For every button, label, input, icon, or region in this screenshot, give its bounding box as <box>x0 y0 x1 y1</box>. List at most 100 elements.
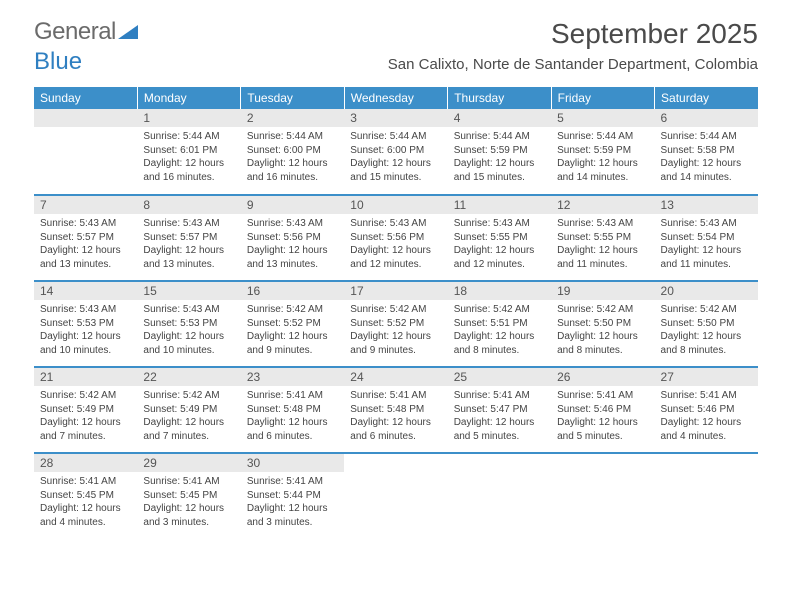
calendar-day-cell <box>344 453 447 539</box>
day-number: 26 <box>551 368 654 386</box>
title-block: September 2025 San Calixto, Norte de San… <box>388 18 758 73</box>
sunset-text: Sunset: 6:00 PM <box>350 144 441 158</box>
day-number: 7 <box>34 196 137 214</box>
weekday-header: Saturday <box>655 87 758 109</box>
calendar-day-cell: 15Sunrise: 5:43 AMSunset: 5:53 PMDayligh… <box>137 281 240 367</box>
day-details: Sunrise: 5:44 AMSunset: 6:00 PMDaylight:… <box>241 127 344 188</box>
day-details: Sunrise: 5:42 AMSunset: 5:51 PMDaylight:… <box>448 300 551 361</box>
calendar-header-row: SundayMondayTuesdayWednesdayThursdayFrid… <box>34 87 758 109</box>
day-number: 13 <box>655 196 758 214</box>
calendar-body: 1Sunrise: 5:44 AMSunset: 6:01 PMDaylight… <box>34 109 758 539</box>
sunrise-text: Sunrise: 5:41 AM <box>350 389 441 403</box>
day-number: 24 <box>344 368 447 386</box>
daylight-text: Daylight: 12 hours and 15 minutes. <box>454 157 545 184</box>
weekday-header: Sunday <box>34 87 137 109</box>
weekday-header: Friday <box>551 87 654 109</box>
day-details: Sunrise: 5:43 AMSunset: 5:55 PMDaylight:… <box>551 214 654 275</box>
calendar-day-cell: 17Sunrise: 5:42 AMSunset: 5:52 PMDayligh… <box>344 281 447 367</box>
calendar-week-row: 21Sunrise: 5:42 AMSunset: 5:49 PMDayligh… <box>34 367 758 453</box>
day-details: Sunrise: 5:44 AMSunset: 5:59 PMDaylight:… <box>551 127 654 188</box>
sunrise-text: Sunrise: 5:43 AM <box>40 303 131 317</box>
day-number: 3 <box>344 109 447 127</box>
sunrise-text: Sunrise: 5:44 AM <box>247 130 338 144</box>
sunset-text: Sunset: 5:56 PM <box>247 231 338 245</box>
calendar-day-cell <box>551 453 654 539</box>
sunrise-text: Sunrise: 5:42 AM <box>247 303 338 317</box>
page-header: General September 2025 San Calixto, Nort… <box>0 0 792 77</box>
calendar-day-cell: 29Sunrise: 5:41 AMSunset: 5:45 PMDayligh… <box>137 453 240 539</box>
sunset-text: Sunset: 5:45 PM <box>143 489 234 503</box>
sunset-text: Sunset: 5:57 PM <box>40 231 131 245</box>
day-number <box>34 109 137 127</box>
sunset-text: Sunset: 5:58 PM <box>661 144 752 158</box>
sunrise-text: Sunrise: 5:41 AM <box>143 475 234 489</box>
day-number: 17 <box>344 282 447 300</box>
day-details: Sunrise: 5:44 AMSunset: 6:00 PMDaylight:… <box>344 127 447 188</box>
sunset-text: Sunset: 5:53 PM <box>143 317 234 331</box>
day-details: Sunrise: 5:43 AMSunset: 5:57 PMDaylight:… <box>34 214 137 275</box>
brand-part2: Blue <box>34 48 82 76</box>
sunrise-text: Sunrise: 5:44 AM <box>557 130 648 144</box>
calendar-day-cell: 30Sunrise: 5:41 AMSunset: 5:44 PMDayligh… <box>241 453 344 539</box>
day-number: 2 <box>241 109 344 127</box>
day-number: 6 <box>655 109 758 127</box>
calendar-day-cell: 13Sunrise: 5:43 AMSunset: 5:54 PMDayligh… <box>655 195 758 281</box>
sunrise-text: Sunrise: 5:43 AM <box>350 217 441 231</box>
day-details: Sunrise: 5:43 AMSunset: 5:53 PMDaylight:… <box>34 300 137 361</box>
sunrise-text: Sunrise: 5:44 AM <box>454 130 545 144</box>
daylight-text: Daylight: 12 hours and 12 minutes. <box>454 244 545 271</box>
day-details: Sunrise: 5:42 AMSunset: 5:50 PMDaylight:… <box>655 300 758 361</box>
sunrise-text: Sunrise: 5:43 AM <box>247 217 338 231</box>
calendar-day-cell: 19Sunrise: 5:42 AMSunset: 5:50 PMDayligh… <box>551 281 654 367</box>
day-details: Sunrise: 5:43 AMSunset: 5:55 PMDaylight:… <box>448 214 551 275</box>
day-number: 11 <box>448 196 551 214</box>
sunset-text: Sunset: 5:49 PM <box>40 403 131 417</box>
daylight-text: Daylight: 12 hours and 13 minutes. <box>40 244 131 271</box>
calendar-day-cell: 14Sunrise: 5:43 AMSunset: 5:53 PMDayligh… <box>34 281 137 367</box>
day-number: 14 <box>34 282 137 300</box>
sunrise-text: Sunrise: 5:42 AM <box>557 303 648 317</box>
daylight-text: Daylight: 12 hours and 8 minutes. <box>661 330 752 357</box>
day-number: 15 <box>137 282 240 300</box>
sunrise-text: Sunrise: 5:43 AM <box>143 303 234 317</box>
calendar-week-row: 7Sunrise: 5:43 AMSunset: 5:57 PMDaylight… <box>34 195 758 281</box>
daylight-text: Daylight: 12 hours and 5 minutes. <box>454 416 545 443</box>
sunrise-text: Sunrise: 5:43 AM <box>557 217 648 231</box>
sunrise-text: Sunrise: 5:41 AM <box>247 475 338 489</box>
sunrise-text: Sunrise: 5:42 AM <box>40 389 131 403</box>
daylight-text: Daylight: 12 hours and 14 minutes. <box>661 157 752 184</box>
sunset-text: Sunset: 5:52 PM <box>350 317 441 331</box>
daylight-text: Daylight: 12 hours and 14 minutes. <box>557 157 648 184</box>
calendar-day-cell: 28Sunrise: 5:41 AMSunset: 5:45 PMDayligh… <box>34 453 137 539</box>
brand-logo: General <box>34 18 138 46</box>
daylight-text: Daylight: 12 hours and 6 minutes. <box>247 416 338 443</box>
sunset-text: Sunset: 5:52 PM <box>247 317 338 331</box>
day-number: 4 <box>448 109 551 127</box>
calendar-week-row: 14Sunrise: 5:43 AMSunset: 5:53 PMDayligh… <box>34 281 758 367</box>
day-details: Sunrise: 5:41 AMSunset: 5:48 PMDaylight:… <box>241 386 344 447</box>
day-details: Sunrise: 5:42 AMSunset: 5:49 PMDaylight:… <box>34 386 137 447</box>
day-details: Sunrise: 5:43 AMSunset: 5:56 PMDaylight:… <box>241 214 344 275</box>
calendar-week-row: 1Sunrise: 5:44 AMSunset: 6:01 PMDaylight… <box>34 109 758 195</box>
day-details: Sunrise: 5:43 AMSunset: 5:54 PMDaylight:… <box>655 214 758 275</box>
calendar-day-cell: 26Sunrise: 5:41 AMSunset: 5:46 PMDayligh… <box>551 367 654 453</box>
sunset-text: Sunset: 5:50 PM <box>661 317 752 331</box>
weekday-header: Monday <box>137 87 240 109</box>
calendar-day-cell: 21Sunrise: 5:42 AMSunset: 5:49 PMDayligh… <box>34 367 137 453</box>
daylight-text: Daylight: 12 hours and 13 minutes. <box>247 244 338 271</box>
sunset-text: Sunset: 5:45 PM <box>40 489 131 503</box>
day-details: Sunrise: 5:42 AMSunset: 5:50 PMDaylight:… <box>551 300 654 361</box>
calendar-day-cell: 12Sunrise: 5:43 AMSunset: 5:55 PMDayligh… <box>551 195 654 281</box>
day-number: 21 <box>34 368 137 386</box>
calendar-day-cell: 6Sunrise: 5:44 AMSunset: 5:58 PMDaylight… <box>655 109 758 195</box>
sunset-text: Sunset: 5:59 PM <box>454 144 545 158</box>
sunset-text: Sunset: 5:46 PM <box>557 403 648 417</box>
sunrise-text: Sunrise: 5:42 AM <box>350 303 441 317</box>
daylight-text: Daylight: 12 hours and 11 minutes. <box>557 244 648 271</box>
calendar-day-cell: 2Sunrise: 5:44 AMSunset: 6:00 PMDaylight… <box>241 109 344 195</box>
sunrise-text: Sunrise: 5:43 AM <box>454 217 545 231</box>
sunset-text: Sunset: 5:54 PM <box>661 231 752 245</box>
sunrise-text: Sunrise: 5:44 AM <box>143 130 234 144</box>
sunset-text: Sunset: 5:59 PM <box>557 144 648 158</box>
sunset-text: Sunset: 6:01 PM <box>143 144 234 158</box>
